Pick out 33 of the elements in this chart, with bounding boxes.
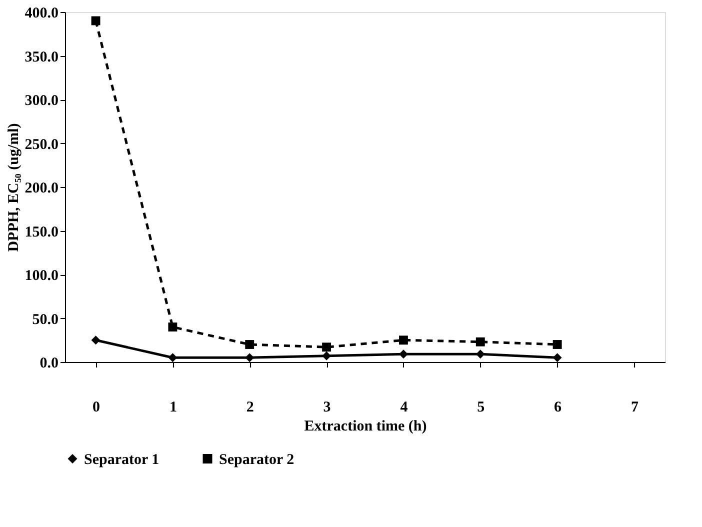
- point: [245, 340, 254, 349]
- point: [91, 336, 100, 345]
- point: [91, 16, 100, 26]
- y-tick-label: 50.0: [32, 312, 58, 328]
- point: [245, 353, 254, 362]
- x-tick-label: 6: [554, 400, 562, 416]
- point: [476, 337, 485, 346]
- x-tick-label: 0: [92, 400, 100, 416]
- x-tick-label: 7: [630, 400, 639, 416]
- point: [552, 340, 562, 349]
- y-tick-label: 400.0: [24, 6, 58, 22]
- y-axis-title: DPPH, EC₅₀ (ug/ml): [6, 123, 22, 252]
- x-tick-label: 2: [246, 400, 254, 416]
- x-tick-label: 4: [400, 400, 408, 416]
- point: [552, 353, 562, 362]
- point: [398, 336, 408, 345]
- y-tick-label: 200.0: [24, 180, 58, 196]
- y-tick-label: 100.0: [24, 268, 58, 284]
- y-tick-label: 300.0: [24, 93, 58, 109]
- y-tick-label: 150.0: [24, 224, 58, 240]
- legend-label: Separator 1: [84, 452, 160, 468]
- y-tick-label: 350.0: [24, 49, 58, 66]
- point: [322, 342, 332, 352]
- point: [476, 350, 485, 359]
- x-tick-label: 1: [169, 400, 177, 416]
- x-axis-title: Extraction time (h): [304, 418, 427, 434]
- y-tick-label: 0.0: [40, 356, 58, 372]
- point: [168, 322, 178, 332]
- y-tick-label: 250.0: [24, 136, 58, 153]
- point: [168, 353, 178, 362]
- x-tick-label: 3: [323, 400, 331, 416]
- x-tick-label: 5: [477, 400, 485, 416]
- legend-label: Separator 2: [219, 452, 294, 468]
